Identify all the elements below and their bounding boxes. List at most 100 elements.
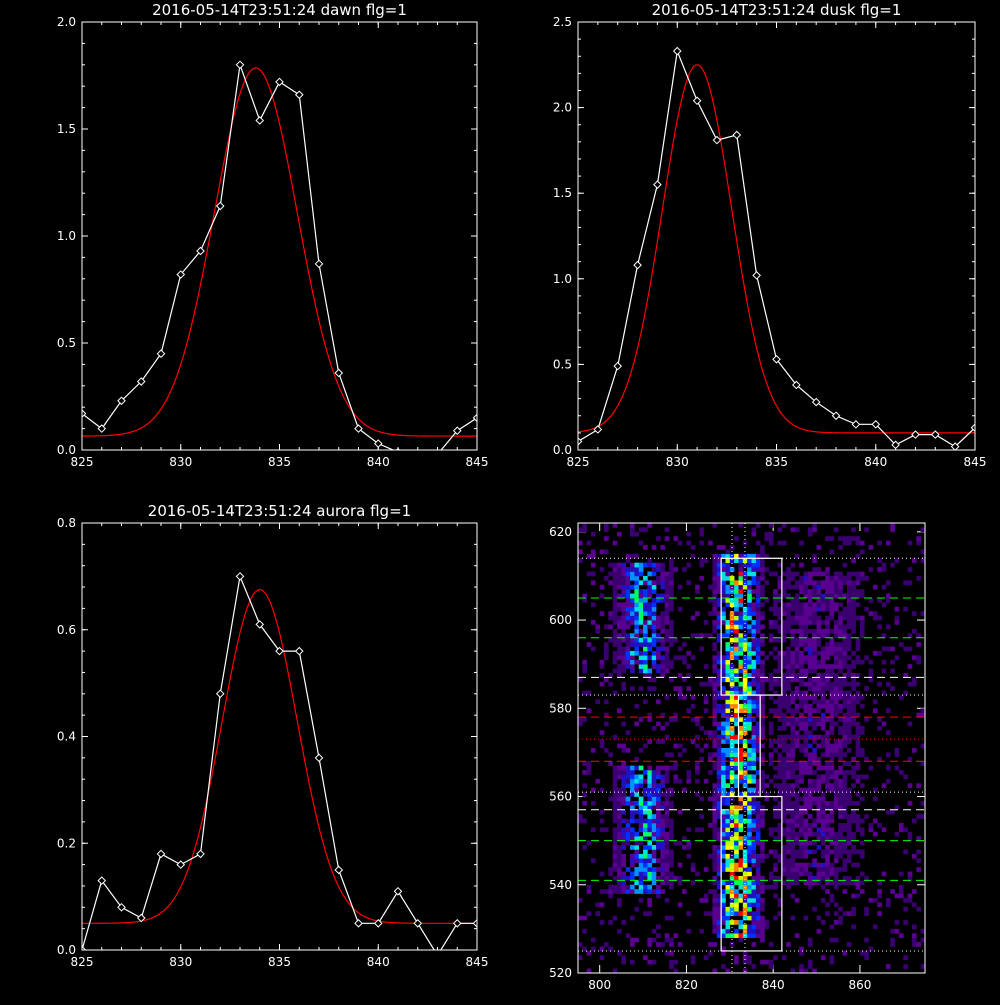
image-pixel: [638, 898, 644, 903]
image-pixel: [829, 827, 835, 833]
image-pixel: [582, 818, 587, 824]
image-pixel: [855, 748, 861, 753]
image-pixel: [846, 593, 852, 599]
image-pixel: [617, 593, 622, 599]
image-pixel: [751, 646, 757, 652]
image-pixel: [803, 708, 809, 713]
image-pixel: [742, 770, 748, 775]
image-pixel: [742, 681, 748, 687]
image-pixel: [829, 867, 835, 872]
image-pixel: [825, 827, 830, 833]
image-pixel: [794, 527, 800, 533]
image-pixel: [630, 686, 635, 691]
image-pixel: [846, 730, 852, 736]
image-pixel: [621, 770, 627, 775]
image-pixel: [846, 703, 852, 709]
image-pixel: [812, 650, 817, 656]
image-pixel: [729, 792, 735, 797]
image-pixel: [760, 589, 765, 594]
image-pixel: [807, 708, 813, 713]
image-pixel: [729, 858, 735, 863]
image-pixel: [734, 906, 739, 912]
image-pixel: [734, 584, 739, 590]
image-pixel: [656, 668, 661, 674]
image-pixel: [755, 840, 761, 846]
image-pixel: [920, 712, 925, 718]
image-pixel: [656, 739, 661, 744]
image-pixel: [807, 778, 813, 784]
image-pixel: [721, 668, 726, 674]
image-pixel: [816, 584, 822, 590]
image-pixel: [699, 898, 705, 903]
image-pixel: [643, 884, 648, 890]
image-pixel: [712, 911, 718, 916]
image-pixel: [638, 540, 644, 546]
image-pixel: [712, 730, 718, 736]
image-pixel: [716, 624, 722, 630]
image-pixel: [842, 624, 848, 630]
image-pixel: [712, 703, 718, 709]
image-pixel: [829, 593, 835, 599]
image-pixel: [838, 628, 843, 634]
image-pixel: [604, 677, 609, 683]
image-pixel: [630, 845, 635, 850]
image-pixel: [773, 880, 778, 886]
image-pixel: [708, 681, 713, 687]
image-pixel: [742, 620, 748, 625]
image-pixel: [760, 787, 765, 793]
image-pixel: [820, 875, 826, 881]
image-pixel: [738, 836, 744, 841]
image-pixel: [712, 686, 718, 691]
image-pixel: [738, 637, 744, 643]
image-pixel: [846, 858, 852, 863]
image-pixel: [621, 580, 627, 586]
image-pixel: [677, 778, 683, 784]
image-pixel: [790, 637, 796, 643]
image-pixel: [630, 602, 635, 608]
image-pixel: [799, 840, 804, 846]
image-pixel: [656, 796, 661, 802]
image-pixel: [617, 765, 622, 771]
image-pixel: [794, 774, 800, 780]
image-pixel: [716, 659, 722, 665]
image-pixel: [747, 602, 752, 608]
image-pixel: [634, 580, 640, 586]
image-pixel: [794, 553, 800, 559]
image-pixel: [725, 853, 731, 859]
image-pixel: [777, 765, 783, 771]
image-pixel: [703, 681, 709, 687]
image-pixel: [634, 818, 640, 824]
image-pixel: [664, 823, 670, 828]
image-pixel: [625, 889, 631, 894]
image-pixel: [812, 606, 817, 612]
image-pixel: [630, 611, 635, 616]
image-pixel: [755, 880, 761, 886]
dusk-data-line: [578, 48, 975, 448]
image-pixel: [625, 765, 631, 771]
image-pixel: [591, 553, 596, 559]
image-pixel: [881, 602, 887, 608]
image-pixel: [812, 523, 817, 528]
image-pixel: [651, 845, 657, 850]
image-pixel: [647, 959, 653, 965]
image-pixel: [794, 840, 800, 846]
image-pixel: [712, 889, 718, 894]
image-pixel: [907, 567, 913, 572]
image-pixel: [855, 880, 861, 886]
image-pixel: [721, 545, 726, 550]
image-pixel: [751, 902, 757, 908]
image-pixel: [781, 699, 787, 705]
image-y-tick-label: 540: [549, 878, 572, 892]
image-pixel: [656, 792, 661, 797]
image-pixel: [721, 739, 726, 744]
image-pixel: [716, 545, 722, 550]
image-pixel: [621, 853, 627, 859]
image-pixel: [812, 800, 817, 806]
image-pixel: [630, 527, 635, 533]
image-pixel: [686, 650, 692, 656]
image-pixel: [747, 655, 752, 661]
image-pixel: [894, 748, 900, 753]
image-pixel: [604, 624, 609, 630]
image-pixel: [734, 673, 739, 678]
